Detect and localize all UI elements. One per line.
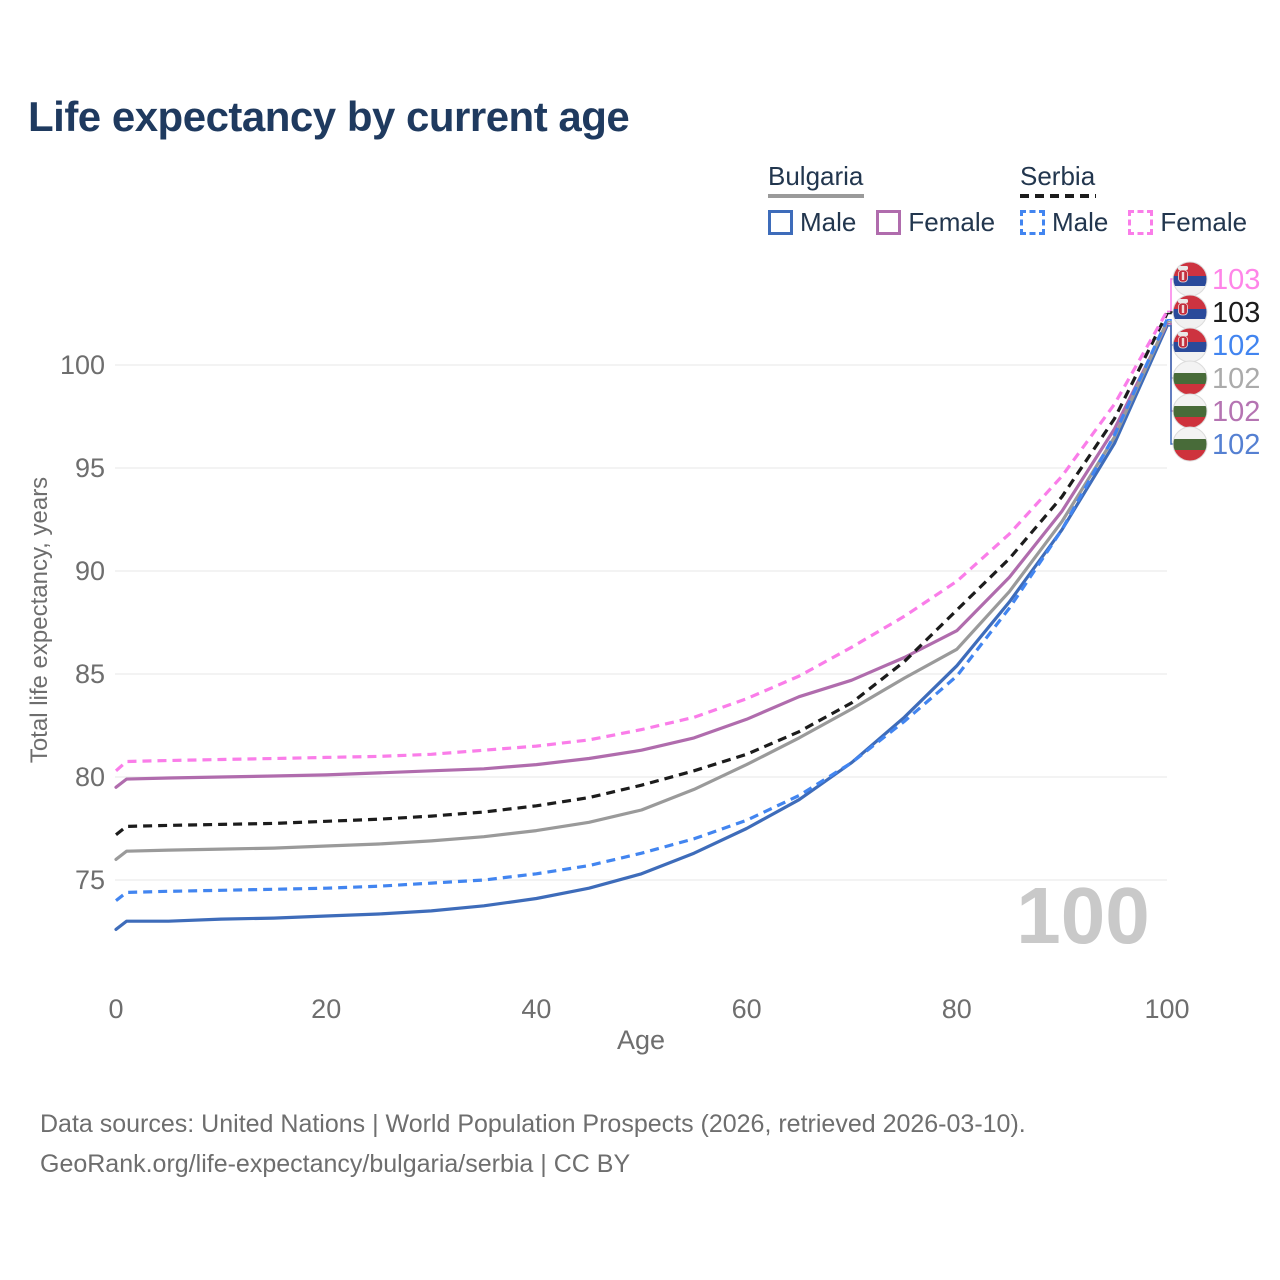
legend-group-bulgaria: Bulgaria Male Female [768, 162, 995, 238]
legend-item-serbia-male[interactable]: Male [1020, 207, 1108, 238]
legend-item-label: Female [908, 207, 996, 237]
end-value-label-bg-male: 102 [1212, 429, 1260, 461]
age-counter-watermark: 100 [1016, 871, 1149, 960]
x-tick-label-0: 0 [108, 994, 123, 1024]
y-tick-label-80: 80 [75, 762, 105, 792]
y-tick-label-100: 100 [60, 350, 105, 380]
x-tick-label-60: 60 [732, 994, 762, 1024]
end-value-label-rs-male: 102 [1212, 330, 1260, 362]
legend-country-label: Bulgaria [768, 161, 864, 191]
bulgaria-flag-icon [1173, 394, 1207, 428]
x-tick-label-20: 20 [311, 994, 341, 1024]
end-value-label-rs-total: 103 [1212, 297, 1260, 329]
series-line-rs-female[interactable] [114, 310, 1169, 772]
legend-items: Male Female [1020, 207, 1247, 238]
legend-item-bulgaria-female[interactable]: Female [876, 207, 995, 238]
x-tick-label-100: 100 [1144, 994, 1189, 1024]
end-value-label-bg-total: 102 [1212, 363, 1260, 395]
footer: Data sources: United Nations | World Pop… [40, 1104, 1026, 1184]
swatch-bulgaria-female [876, 210, 902, 235]
footer-attribution: GeoRank.org/life-expectancy/bulgaria/ser… [40, 1150, 631, 1178]
end-value-label-bg-female: 102 [1212, 396, 1260, 428]
legend-country-bulgaria[interactable]: Bulgaria [768, 162, 995, 198]
page-title: Life expectancy by current age [28, 93, 630, 140]
legend-country-serbia[interactable]: Serbia [1020, 162, 1247, 198]
legend-item-label: Female [1160, 207, 1248, 237]
legend-group-serbia: Serbia Male Female [1020, 162, 1247, 238]
footer-data-sources: Data sources: United Nations | World Pop… [40, 1110, 1026, 1138]
legend-line-sample-dashed [1020, 194, 1096, 198]
x-axis-title: Age [617, 1025, 665, 1055]
legend-item-label: Male [1052, 207, 1109, 237]
swatch-bulgaria-male [768, 210, 793, 235]
series-line-bg-male[interactable] [114, 324, 1169, 932]
y-tick-label-75: 75 [75, 865, 105, 895]
legend-item-serbia-female[interactable]: Female [1128, 207, 1247, 238]
series-line-bg-total[interactable] [114, 320, 1169, 862]
y-tick-label-85: 85 [75, 659, 105, 689]
y-tick-label-95: 95 [75, 453, 105, 483]
legend-items: Male Female [768, 207, 995, 238]
series-line-bg-female[interactable] [114, 322, 1169, 789]
bulgaria-flag-icon [1173, 427, 1207, 461]
end-value-label-rs-female: 103 [1212, 264, 1260, 296]
series-line-rs-total[interactable] [115, 312, 1169, 836]
x-tick-label-80: 80 [942, 994, 972, 1024]
swatch-serbia-female [1128, 210, 1154, 235]
flag-ring [1172, 426, 1208, 462]
serbia-flag-icon [1173, 262, 1207, 296]
bulgaria-flag-icon [1173, 361, 1207, 395]
swatch-serbia-male [1020, 210, 1045, 235]
y-axis-title: Total life expectancy, years [26, 477, 53, 763]
x-tick-label-40: 40 [521, 994, 551, 1024]
series-line-rs-male[interactable] [115, 319, 1169, 902]
serbia-flag-icon [1173, 295, 1207, 329]
legend-line-sample-solid [768, 194, 864, 198]
legend-item-bulgaria-male[interactable]: Male [768, 207, 856, 238]
serbia-flag-icon [1173, 328, 1207, 362]
y-tick-label-90: 90 [75, 556, 105, 586]
legend-item-label: Male [800, 207, 857, 237]
legend-country-label: Serbia [1020, 161, 1096, 191]
